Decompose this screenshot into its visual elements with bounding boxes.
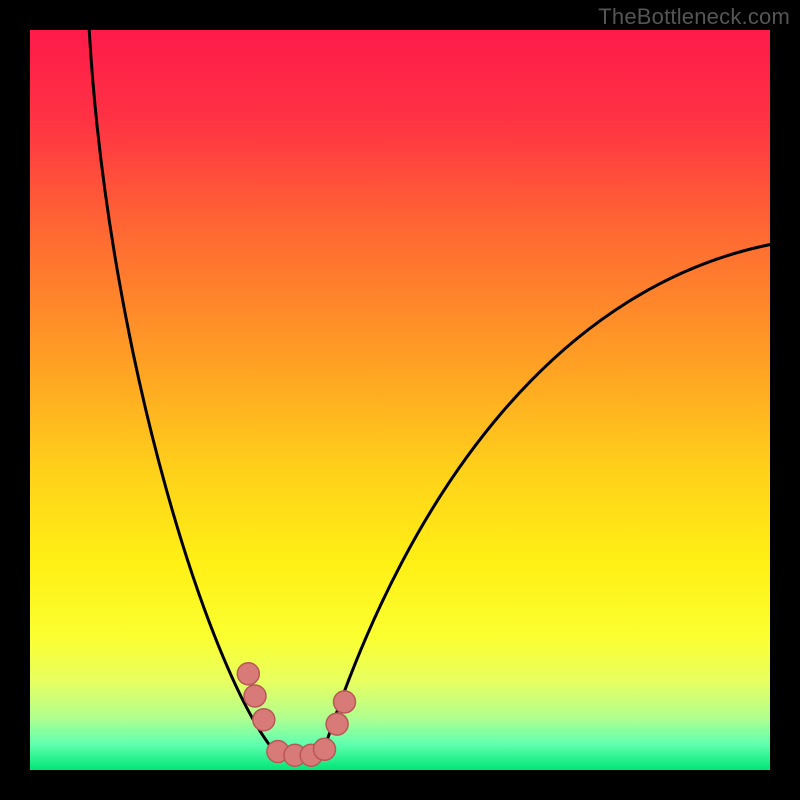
marker-group xyxy=(237,663,355,766)
root-container: TheBottleneck.com xyxy=(0,0,800,800)
bottleneck-curve xyxy=(89,30,770,758)
marker-point xyxy=(237,663,259,685)
marker-point xyxy=(244,685,266,707)
plot-area xyxy=(30,30,770,770)
curve-layer xyxy=(30,30,770,770)
marker-point xyxy=(314,738,336,760)
marker-point xyxy=(334,691,356,713)
marker-point xyxy=(326,713,348,735)
watermark-text: TheBottleneck.com xyxy=(598,4,790,30)
marker-point xyxy=(253,709,275,731)
